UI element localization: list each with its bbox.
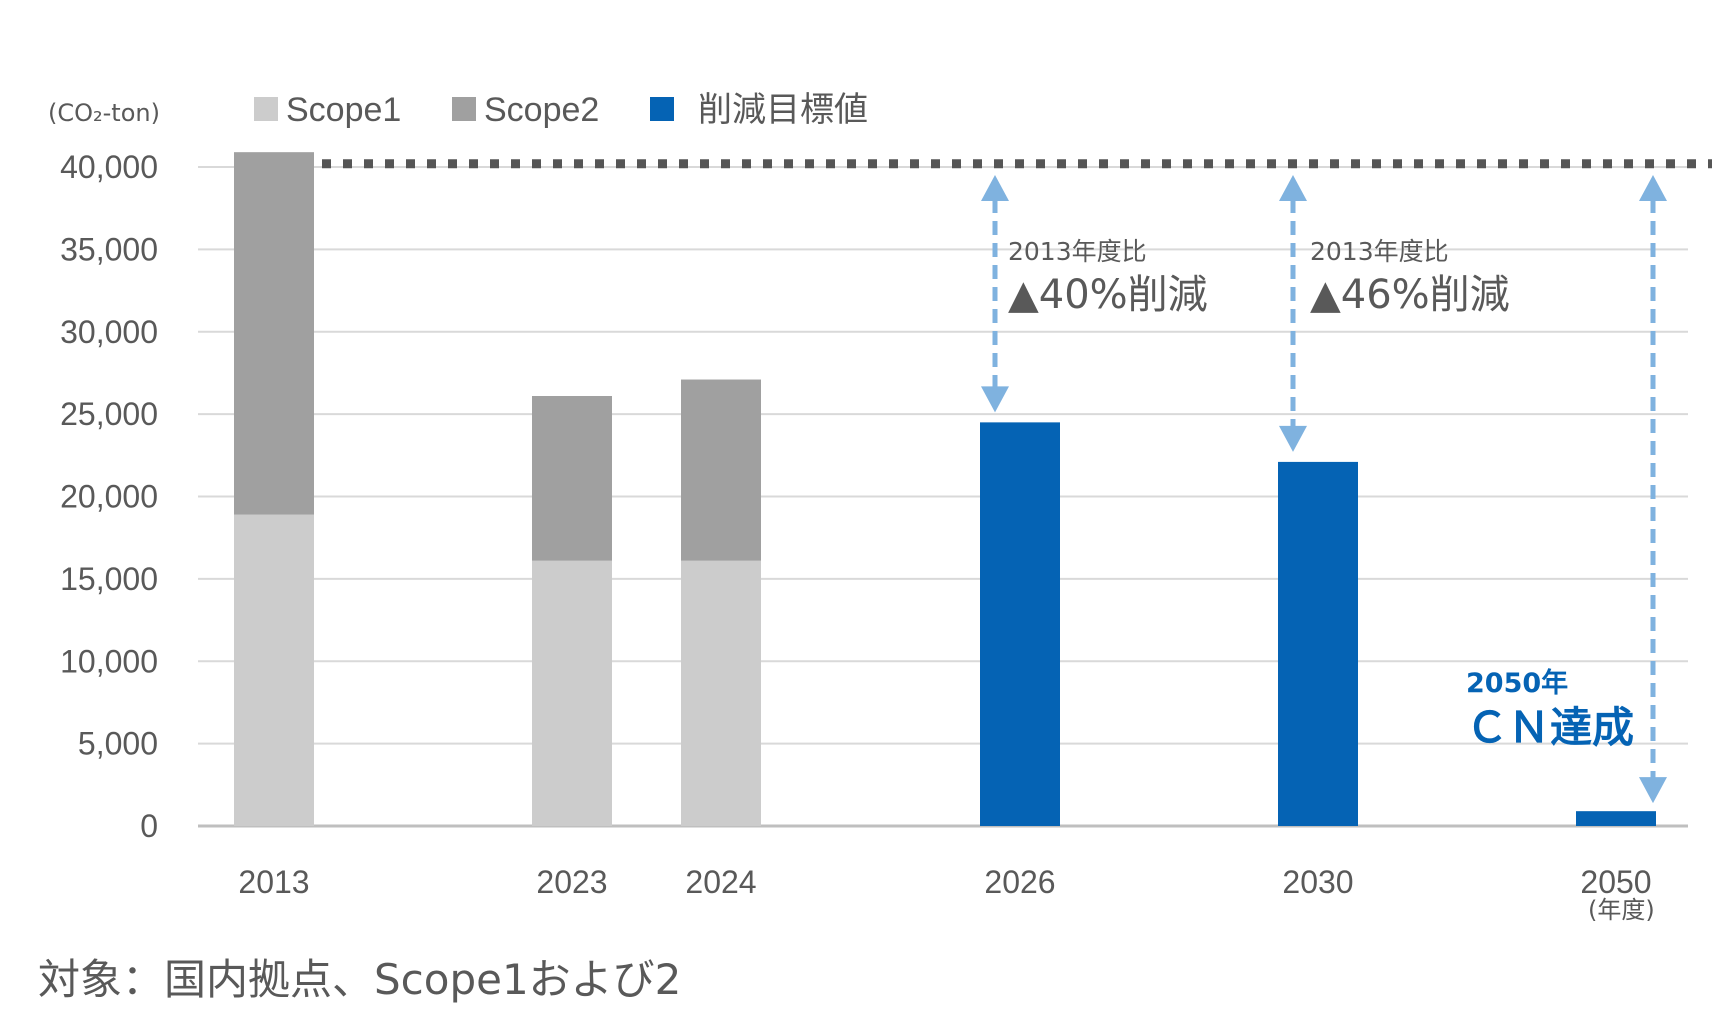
y-tick-label: 25,000: [60, 396, 158, 432]
x-axis-ticks: 2013 2023 2024 2026 2030 2050: [238, 864, 1651, 900]
x-tick-label: 2023: [536, 864, 607, 900]
bar-scope2-2023: [532, 396, 612, 561]
arrowhead-down: [1279, 425, 1307, 452]
x-unit-label: (年度): [1588, 896, 1655, 924]
arrowhead-up: [1639, 175, 1667, 201]
arrowhead-up: [981, 175, 1009, 201]
legend-swatch-1: [452, 97, 476, 121]
bar-scope1-2013: [234, 514, 314, 826]
arrowhead-up: [1279, 175, 1307, 201]
bar-target-2030: [1278, 461, 1358, 826]
y-tick-label: 20,000: [60, 479, 158, 515]
legend: Scope1 Scope2 削減目標値: [254, 91, 868, 129]
bar-target-2050: [1576, 811, 1656, 826]
arrowhead-down: [1639, 777, 1667, 804]
annotation-2026-line1: 2013年度比: [1008, 237, 1147, 266]
legend-swatch-0: [254, 97, 278, 121]
annotation-2030-line1: 2013年度比: [1310, 237, 1449, 266]
annotation-2030-line2: ▲46%削減: [1310, 272, 1510, 318]
y-tick-label: 40,000: [60, 149, 158, 185]
annotation-2026-line2: ▲40%削減: [1008, 272, 1208, 318]
bar-scope1-2024: [681, 560, 761, 826]
gridlines: [198, 166, 1688, 828]
bar-target-2026: [980, 422, 1060, 826]
legend-label-0: Scope1: [286, 91, 401, 129]
annotation-2050-line2: ＣＮ達成: [1466, 703, 1634, 752]
x-tick-label: 2030: [1282, 864, 1353, 900]
y-tick-label: 0: [140, 808, 158, 844]
x-tick-label: 2026: [984, 864, 1055, 900]
arrow-2050: [1639, 175, 1667, 804]
legend-label-1: Scope2: [484, 91, 599, 129]
bar-scope1-2023: [532, 560, 612, 826]
arrowhead-down: [981, 386, 1009, 413]
y-tick-label: 5,000: [78, 726, 158, 762]
bar-scope2-2024: [681, 379, 761, 561]
legend-swatch-2: [650, 97, 674, 121]
y-tick-label: 10,000: [60, 643, 158, 679]
y-tick-label: 35,000: [60, 231, 158, 267]
arrow-2030: [1279, 175, 1307, 452]
y-unit-label: (CO₂-ton): [48, 99, 160, 127]
bar-scope2-2013: [234, 152, 314, 515]
bars: [234, 152, 1656, 826]
arrow-2026: [981, 175, 1009, 413]
x-tick-label: 2024: [685, 864, 756, 900]
legend-label-2: 削減目標値: [698, 91, 868, 129]
reduction-arrows: [981, 175, 1667, 804]
x-tick-label: 2050: [1580, 864, 1651, 900]
x-tick-label: 2013: [238, 864, 309, 900]
y-axis-ticks: 0 5,000 10,000 15,000 20,000 25,000 30,000 35,0…: [60, 149, 158, 844]
footnote: 対象：国内拠点、Scope1および2: [38, 955, 681, 1004]
y-tick-label: 15,000: [60, 561, 158, 597]
annotation-2050-line1: 2050年: [1466, 667, 1568, 699]
y-tick-label: 30,000: [60, 314, 158, 350]
